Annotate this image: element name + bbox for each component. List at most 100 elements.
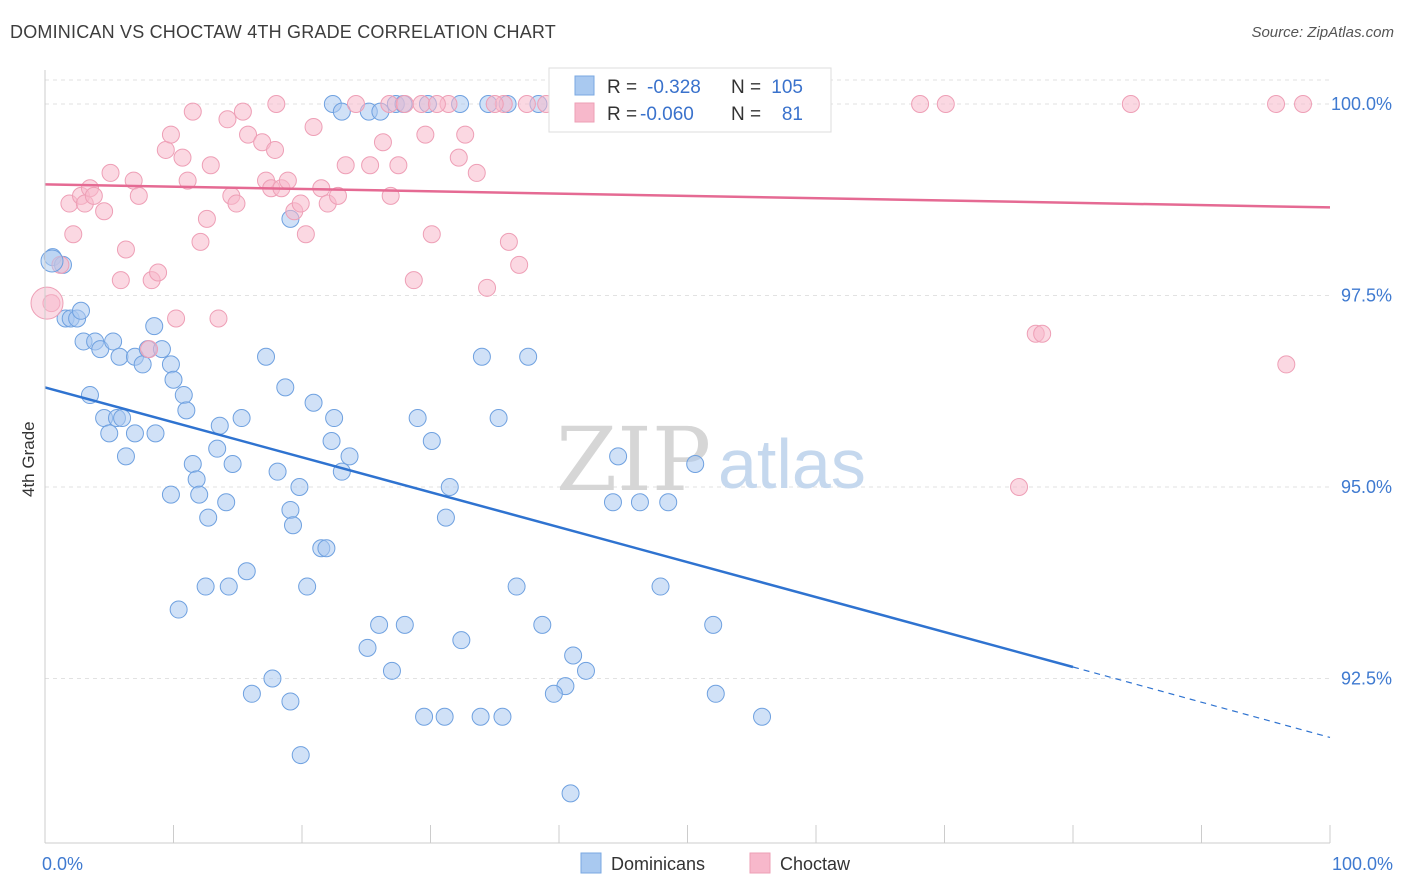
point-choctaw [95,202,114,221]
point-dominicans [659,493,678,512]
point-dominicans [268,462,287,481]
point-dominicans [199,508,218,527]
point-choctaw [412,94,431,113]
point-dominicans [493,707,512,726]
point-dominicans [408,409,427,428]
legend-swatch-dominicans [574,75,595,96]
point-choctaw [467,163,486,182]
point-choctaw [227,194,246,213]
point-choctaw [233,102,252,121]
point-choctaw [911,94,930,113]
point-choctaw [304,117,323,136]
point-choctaw [183,102,202,121]
point-dominicans [576,661,595,680]
point-choctaw [197,209,216,228]
point-dominicans [169,600,188,619]
legend-n-value-1: 105 [771,77,803,98]
watermark: ZIP atlas [556,408,866,511]
point-choctaw [167,309,186,328]
point-dominicans [651,577,670,596]
point-dominicans [317,539,336,558]
point-choctaw [296,225,315,244]
point-dominicans [232,409,251,428]
point-dominicans [113,409,132,428]
legend-box [548,67,832,133]
point-dominicans [519,347,538,366]
legend: R = -0.328 N = 105 R = -0.060 N = 81 [548,67,832,133]
point-choctaw [64,225,83,244]
y-tick-label: 92.5% [1341,668,1392,688]
point-dominicans [603,493,622,512]
point-dominicans [609,447,628,466]
bottom-legend-dominicans: Dominicans [611,854,705,874]
point-choctaw [116,240,135,259]
point-choctaw [1121,94,1140,113]
point-choctaw [266,140,285,159]
point-dominicans [71,301,90,320]
point-dominicans [257,347,276,366]
point-dominicans [237,562,256,581]
point-choctaw [1277,355,1296,374]
point-dominicans [161,485,180,504]
point-dominicans [304,393,323,412]
legend-r-label-2: R = [607,104,637,125]
point-dominicans [332,102,351,121]
point-dominicans [630,493,649,512]
point-dominicans [242,684,261,703]
point-choctaw [510,255,529,274]
point-choctaw [485,94,504,113]
point-dominicans [340,447,359,466]
point-choctaw [456,125,475,144]
legend-n-label-1: N = [731,77,761,98]
point-dominicans [471,707,490,726]
point-dominicans [219,577,238,596]
point-dominicans [704,615,723,634]
point-dominicans [161,355,180,374]
trend-line-dominicans [44,386,1074,669]
point-choctaw [191,232,210,251]
point-choctaw [336,156,355,175]
point-choctaw [178,171,197,190]
point-dominicans [435,707,454,726]
point-dominicans [290,477,309,496]
bottom-legend-choctaw: Choctaw [780,854,851,874]
legend-n-label-2: N = [731,104,761,125]
point-dominicans [104,332,123,351]
point-dominicans-large [40,249,64,273]
legend-r-value-1: -0.328 [647,77,701,98]
point-choctaw [267,94,286,113]
point-choctaw [201,156,220,175]
point-dominicans [217,493,236,512]
point-dominicans [281,500,300,519]
point-choctaw [140,340,159,359]
legend-swatch-choctaw [574,102,595,123]
point-dominicans [422,432,441,451]
point-dominicans [686,455,705,473]
point-choctaw [129,186,148,205]
point-dominicans [284,516,303,535]
point-choctaw [427,94,446,113]
point-dominicans [291,746,310,765]
point-choctaw [209,309,228,328]
point-dominicans [322,432,341,451]
point-dominicans [395,615,414,634]
point-dominicans [116,447,135,466]
point-dominicans [489,409,508,428]
point-choctaw [517,94,536,113]
point-dominicans [440,477,459,496]
chart-title: DOMINICAN VS CHOCTAW 4TH GRADE CORRELATI… [10,22,556,42]
legend-n-value-2: 81 [782,104,803,125]
bottom-legend: Dominicans Choctaw [580,852,851,874]
point-choctaw [478,278,497,297]
point-dominicans [415,707,434,726]
point-dominicans [263,669,282,688]
point-choctaw [499,232,518,251]
point-dominicans [298,577,317,596]
point-choctaw [936,94,955,113]
point-choctaw [380,94,399,113]
bottom-legend-swatch-dominicans [580,852,602,874]
point-choctaw [156,140,175,159]
point-dominicans [753,707,772,726]
trend-line-choctaw [44,183,1331,209]
